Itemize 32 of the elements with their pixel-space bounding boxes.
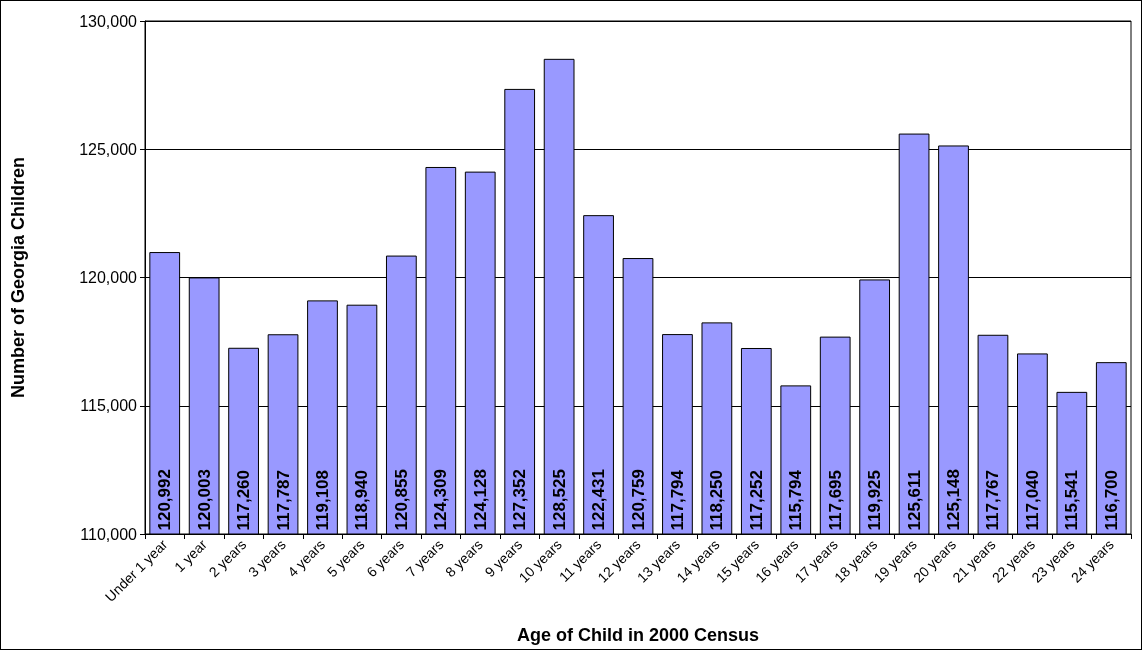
data-label: 118,250 bbox=[707, 469, 727, 531]
data-label: 118,940 bbox=[352, 469, 372, 531]
y-tick-label: 110,000 bbox=[80, 525, 138, 543]
data-label: 117,252 bbox=[746, 469, 766, 531]
data-label: 119,108 bbox=[312, 469, 332, 531]
y-axis-title: Number of Georgia Children bbox=[8, 156, 28, 399]
y-tick-label: 130,000 bbox=[79, 12, 138, 30]
data-label: 117,794 bbox=[667, 469, 687, 531]
data-label: 124,309 bbox=[431, 469, 451, 531]
data-label: 117,040 bbox=[1022, 469, 1042, 531]
x-axis-title: Age of Child in 2000 Census bbox=[516, 625, 760, 645]
data-label: 117,787 bbox=[273, 469, 293, 531]
data-label: 125,611 bbox=[904, 469, 924, 531]
data-label: 120,855 bbox=[391, 469, 411, 531]
data-label: 122,431 bbox=[589, 469, 609, 531]
data-label: 115,794 bbox=[786, 469, 806, 531]
y-tick-label: 115,000 bbox=[80, 397, 138, 415]
data-label: 116,700 bbox=[1101, 469, 1121, 531]
data-label: 119,925 bbox=[865, 469, 885, 531]
y-tick-label: 125,000 bbox=[79, 140, 138, 158]
data-label: 125,148 bbox=[944, 469, 964, 531]
data-label: 115,541 bbox=[1062, 469, 1082, 531]
y-tick-label: 120,000 bbox=[79, 269, 138, 286]
data-label: 117,695 bbox=[825, 469, 845, 531]
data-label: 128,525 bbox=[549, 469, 569, 531]
data-label: 117,260 bbox=[234, 469, 254, 531]
data-label: 120,992 bbox=[155, 469, 175, 531]
data-label: 120,759 bbox=[628, 469, 648, 531]
data-label: 127,352 bbox=[510, 469, 530, 531]
data-label: 120,003 bbox=[194, 469, 214, 531]
data-label: 117,767 bbox=[983, 469, 1003, 531]
data-label: 124,128 bbox=[470, 469, 490, 531]
